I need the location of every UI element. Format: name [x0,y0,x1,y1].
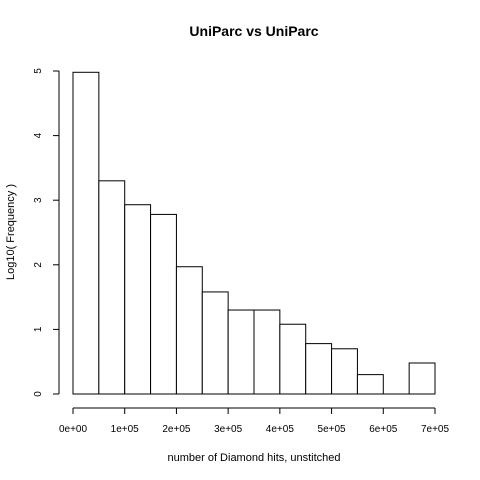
histogram-bar [305,343,333,395]
y-tick-label: 0 [33,391,44,397]
y-axis: 0 1 2 3 4 5 [33,68,60,397]
y-tick-label: 4 [33,132,44,138]
histogram-bar [150,213,177,395]
bars-group [72,71,436,395]
y-tick-label: 5 [33,68,44,74]
y-axis-label: Log10( Frequency ) [5,184,17,280]
y-tick-label: 2 [33,262,44,268]
histogram-bar [279,323,307,395]
histogram-bar [227,309,255,395]
x-axis: 0e+00 1e+05 2e+05 3e+05 4e+05 5e+05 6e+05 7e+05 [59,407,450,435]
histogram-bar [253,309,281,395]
x-tick-label: 5e+05 [318,424,347,435]
y-tick-label: 1 [33,326,44,332]
histogram-bar [201,291,229,395]
x-axis-label: number of Diamond hits, unstitched [167,452,340,464]
x-tick-label: 2e+05 [162,424,191,435]
histogram-bar [175,266,203,395]
chart-title: UniParc vs UniParc [189,23,318,39]
histogram-bar [98,180,126,395]
x-tick-label: 6e+05 [369,424,398,435]
histogram-bar [331,348,358,395]
x-tick-label: 0e+00 [59,424,88,435]
histogram-bar [408,362,436,395]
x-tick-label: 1e+05 [111,424,140,435]
x-tick-label: 3e+05 [214,424,243,435]
histogram-bar [356,374,384,395]
x-tick-label: 7e+05 [421,424,450,435]
y-tick-label: 3 [33,197,44,203]
x-tick-label: 4e+05 [266,424,295,435]
histogram-bar [72,71,100,395]
histogram-bar [124,204,152,395]
